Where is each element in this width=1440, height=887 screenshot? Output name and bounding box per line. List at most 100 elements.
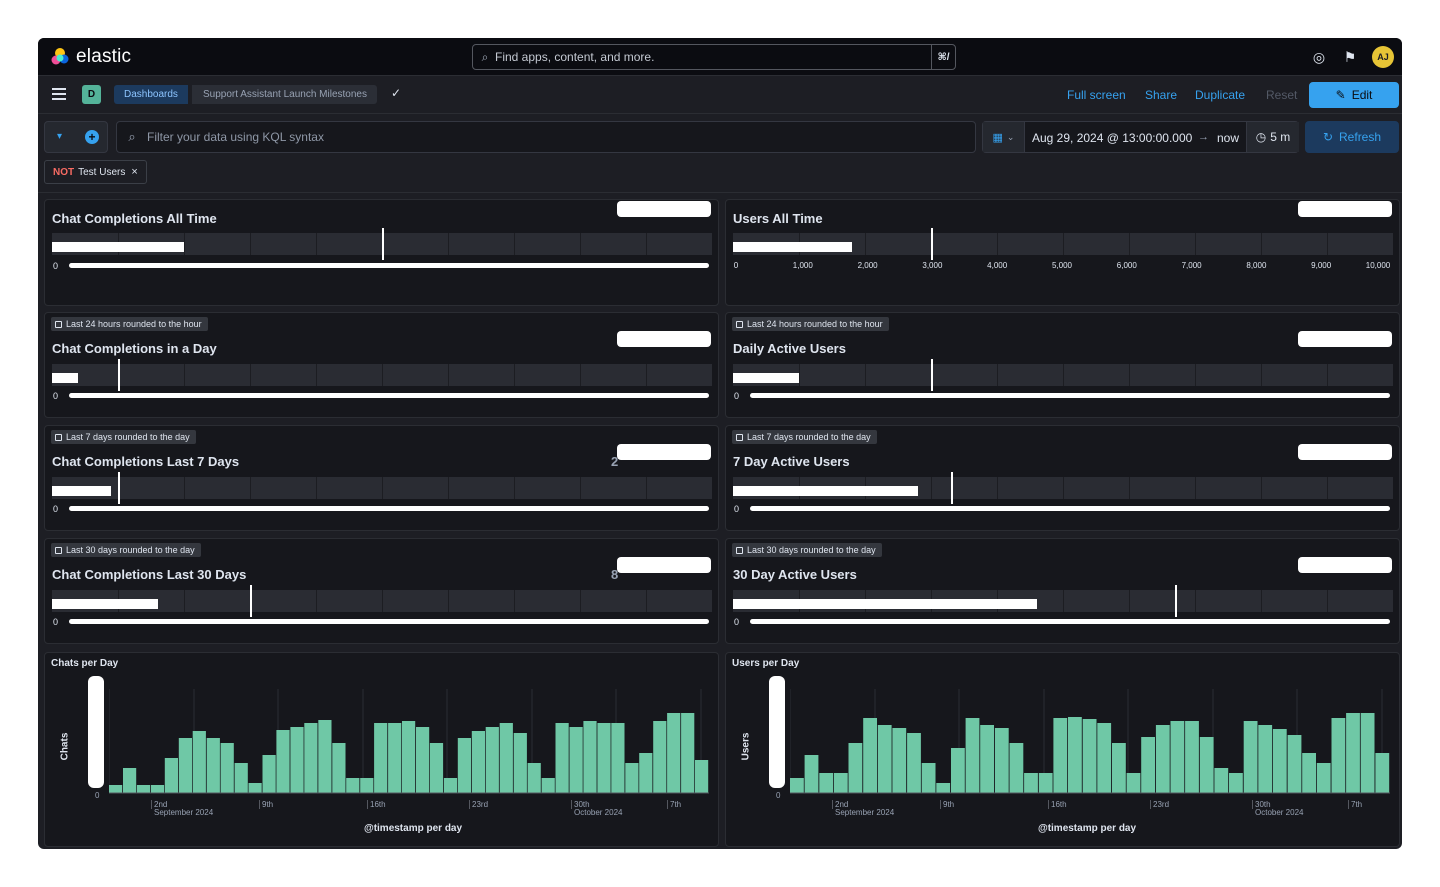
chart-bar[interactable] (936, 783, 951, 793)
chart-bar[interactable] (262, 755, 276, 793)
metric-panel[interactable]: Last 30 days rounded to the day 30 Day Ac… (725, 538, 1400, 644)
chart-bar[interactable] (109, 785, 123, 793)
chart-bar[interactable] (1097, 723, 1112, 793)
space-avatar[interactable]: D (82, 85, 101, 104)
chart-panel-chats[interactable]: Chats per Day Chats 0 2nd 9th 16th 23rd 30th… (44, 652, 719, 847)
chart-bar[interactable] (471, 731, 485, 793)
time-range-badge[interactable]: Last 7 days rounded to the day (732, 430, 877, 444)
chart-bar[interactable] (639, 753, 653, 793)
chart-bar[interactable] (951, 748, 965, 793)
chart-bar[interactable] (443, 778, 458, 793)
date-start[interactable]: Aug 29, 2024 @ 13:00:00.000 (1032, 131, 1193, 145)
chart-bar[interactable] (429, 743, 444, 793)
refresh-interval[interactable]: ◷ 5 m (1246, 122, 1299, 152)
chart-bar[interactable] (290, 727, 304, 793)
chart-bar[interactable] (1185, 721, 1199, 793)
breadcrumb-dashboards[interactable]: Dashboards (114, 85, 188, 104)
chart-bar[interactable] (1053, 718, 1068, 793)
chart-bar[interactable] (1331, 718, 1346, 793)
news-feed-icon[interactable]: ⚑ (1343, 49, 1357, 65)
chart-bar[interactable] (1112, 743, 1126, 793)
time-range-badge[interactable]: Last 30 days rounded to the day (51, 543, 201, 557)
refresh-button[interactable]: ↻ Refresh (1305, 121, 1399, 153)
help-icon[interactable]: ◎ (1312, 49, 1326, 65)
chart-bar[interactable] (402, 721, 416, 793)
chart-bar[interactable] (234, 763, 248, 793)
chart-bar[interactable] (695, 760, 709, 793)
user-avatar[interactable]: AJ (1372, 46, 1394, 68)
chart-bar[interactable] (667, 713, 681, 793)
time-range-badge[interactable]: Last 24 hours rounded to the hour (732, 317, 889, 331)
chart-bar[interactable] (1229, 773, 1243, 793)
chart-bar[interactable] (1214, 768, 1229, 793)
chart-bar[interactable] (206, 738, 220, 793)
chart-bar[interactable] (877, 725, 892, 793)
chart-bar[interactable] (611, 723, 625, 793)
chart-bar[interactable] (681, 713, 695, 793)
chart-bar[interactable] (1302, 753, 1316, 793)
add-filter-icon[interactable]: + (85, 130, 99, 144)
chart-bar[interactable] (1068, 717, 1082, 793)
chart-bar[interactable] (804, 755, 819, 793)
chart-bar[interactable] (965, 718, 980, 793)
search-input[interactable]: Find apps, content, and more. (495, 50, 655, 64)
chart-bar[interactable] (1258, 725, 1273, 793)
metric-panel[interactable]: Last 30 days rounded to the day Chat Comp… (44, 538, 719, 644)
chart-bar[interactable] (1155, 725, 1170, 793)
chart-bar[interactable] (192, 731, 206, 793)
chart-bar[interactable] (136, 785, 151, 793)
chart-bar[interactable] (304, 723, 318, 793)
full-screen-link[interactable]: Full screen (1067, 88, 1126, 102)
metric-panel[interactable]: Last 7 days rounded to the day 7 Day Acti… (725, 425, 1400, 531)
chart-bar[interactable] (332, 743, 346, 793)
chart-bar[interactable] (1126, 773, 1141, 793)
chart-bar[interactable] (1141, 737, 1155, 793)
elastic-logo[interactable]: elastic (50, 46, 131, 68)
chart-bar[interactable] (318, 720, 332, 793)
edit-button[interactable]: ✎ Edit (1309, 82, 1399, 108)
chart-bar[interactable] (1024, 773, 1038, 793)
chart-bar[interactable] (555, 723, 569, 793)
chart-bar[interactable] (907, 733, 921, 793)
chart-bar[interactable] (583, 721, 597, 793)
chart-bar[interactable] (1272, 729, 1287, 793)
chart-panel-users[interactable]: Users per Day Users 0 2nd 9th 16th 23rd 30th… (725, 652, 1400, 847)
duplicate-link[interactable]: Duplicate (1195, 88, 1246, 102)
time-range-badge[interactable]: Last 30 days rounded to the day (732, 543, 882, 557)
chart-bar[interactable] (833, 773, 848, 793)
filter-icon[interactable]: ▾ (57, 131, 63, 142)
chart-bar[interactable] (819, 773, 834, 793)
chart-bar[interactable] (248, 783, 262, 793)
chart-bar[interactable] (457, 738, 471, 793)
chart-bar[interactable] (980, 725, 994, 793)
chart-bar[interactable] (1360, 713, 1375, 793)
chart-bar[interactable] (653, 721, 667, 793)
metric-panel[interactable]: Last 24 hours rounded to the hour Daily A… (725, 312, 1400, 418)
metric-panel[interactable]: Users All Time001,0002,0003,0004,0005,00… (725, 199, 1400, 306)
chart-bar[interactable] (346, 778, 360, 793)
metric-panel[interactable]: Chat Completions All Time 0 (44, 199, 719, 306)
time-range-badge[interactable]: Last 7 days rounded to the day (51, 430, 196, 444)
chart-bar[interactable] (597, 723, 611, 793)
chart-bar[interactable] (150, 785, 165, 793)
chart-bar[interactable] (921, 763, 936, 793)
chart-bar[interactable] (499, 723, 513, 793)
chart-bar[interactable] (569, 727, 583, 793)
global-search[interactable]: ⌕ Find apps, content, and more. ⌘/ (472, 44, 956, 70)
chart-bar[interactable] (276, 730, 290, 793)
chart-bar[interactable] (178, 738, 192, 793)
chart-bar[interactable] (416, 727, 430, 793)
chart-bar[interactable] (790, 778, 804, 793)
chart-bar[interactable] (1375, 753, 1390, 793)
chart-bar[interactable] (994, 728, 1009, 793)
chart-bar[interactable] (164, 758, 178, 793)
chart-bar[interactable] (1082, 719, 1097, 793)
chart-bar[interactable] (892, 728, 907, 793)
chart-bar[interactable] (863, 718, 877, 793)
close-icon[interactable]: × (131, 166, 138, 178)
chart-bar[interactable] (360, 778, 374, 793)
chart-bar[interactable] (1009, 743, 1024, 793)
menu-icon[interactable] (52, 88, 66, 100)
filter-controls[interactable]: ▾ + (44, 121, 108, 153)
chart-bar[interactable] (374, 723, 388, 793)
